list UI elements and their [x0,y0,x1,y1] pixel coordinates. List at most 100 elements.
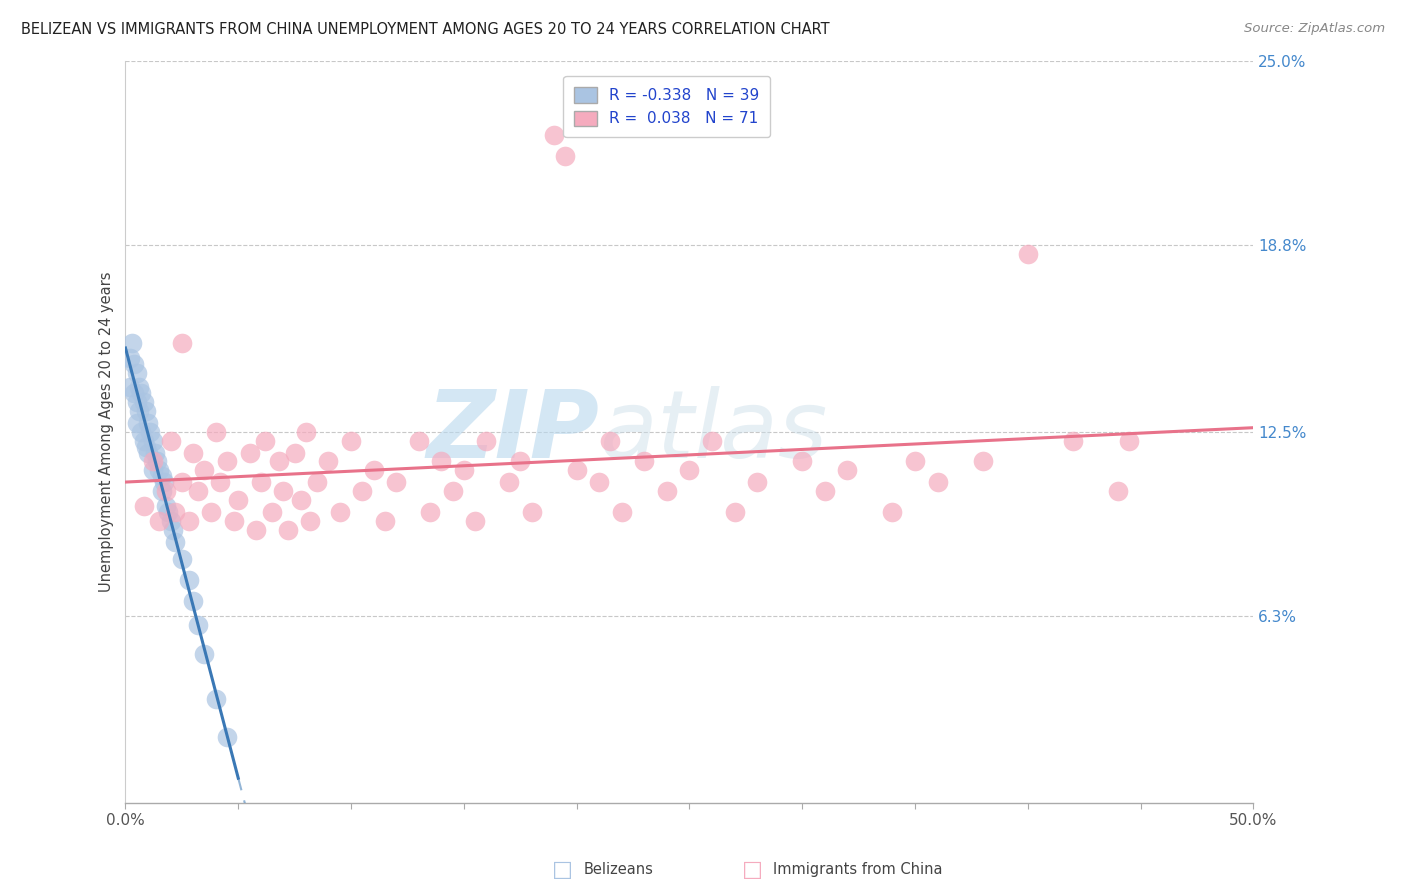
Point [177,514,200,528]
Point [181,445,204,459]
Point [128,404,150,418]
Text: Immigrants from China: Immigrants from China [773,863,943,877]
Point [200,505,222,519]
Point [299,514,322,528]
Text: BELIZEAN VS IMMIGRANTS FROM CHINA UNEMPLOYMENT AMONG AGES 20 TO 24 YEARS CORRELA: BELIZEAN VS IMMIGRANTS FROM CHINA UNEMPL… [21,22,830,37]
Point [633,454,655,468]
Point [170,335,193,350]
Point [238,445,260,459]
Point [318,454,340,468]
Point [124,386,146,401]
Point [498,475,520,490]
Point [118,351,141,365]
Point [135,404,157,418]
Point [419,505,441,519]
Point [129,386,152,401]
Point [159,514,181,528]
Point [290,493,312,508]
Point [209,475,232,490]
Text: ZIP: ZIP [426,386,599,478]
Point [464,514,486,528]
Point [118,380,141,394]
Point [408,434,430,448]
Point [170,552,193,566]
Point [453,463,475,477]
Point [882,505,904,519]
Point [972,454,994,468]
Point [170,475,193,490]
Point [132,434,155,448]
Text: Source: ZipAtlas.com: Source: ZipAtlas.com [1244,22,1385,36]
Point [700,434,723,448]
Point [245,523,267,537]
Point [1062,434,1084,448]
Legend: R = -0.338   N = 39, R =  0.038   N = 71: R = -0.338 N = 39, R = 0.038 N = 71 [564,76,770,137]
Point [352,484,374,499]
Point [284,445,307,459]
Point [441,484,464,499]
Point [543,128,565,143]
Point [141,434,163,448]
Text: Belizeans: Belizeans [583,863,654,877]
Point [187,617,209,632]
Point [1118,434,1140,448]
Point [143,445,166,459]
Point [385,475,408,490]
Point [837,463,859,477]
Point [363,463,385,477]
Point [565,463,588,477]
Point [307,475,329,490]
Point [155,484,177,499]
Point [150,469,173,483]
Point [146,454,169,468]
Point [250,475,273,490]
Point [162,523,184,537]
Point [792,454,814,468]
Point [215,731,238,745]
Point [125,366,148,380]
Point [157,505,180,519]
Point [222,514,245,528]
Point [254,434,277,448]
Point [745,475,768,490]
Point [588,475,610,490]
Point [132,499,155,513]
Point [655,484,678,499]
Point [678,463,700,477]
Point [226,493,249,508]
Point [125,395,148,409]
Point [927,475,949,490]
Point [177,573,200,587]
Point [128,380,150,394]
Point [262,505,284,519]
Text: □: □ [742,860,762,880]
Point [904,454,927,468]
Point [475,434,498,448]
Point [148,463,170,477]
Point [129,425,152,439]
Point [155,499,177,513]
Point [193,463,215,477]
Point [329,505,352,519]
Point [165,505,187,519]
Point [181,594,204,608]
Point [124,357,146,371]
Point [136,445,159,459]
Point [599,434,621,448]
Point [520,505,543,519]
Point [141,463,163,477]
Point [295,425,318,439]
Point [165,534,187,549]
Point [193,647,215,661]
Point [125,416,148,430]
Point [159,434,181,448]
Point [136,416,159,430]
Point [554,149,576,163]
Point [121,335,143,350]
Point [1107,484,1129,499]
Point [374,514,396,528]
Point [204,691,226,706]
Point [814,484,837,499]
Point [277,523,299,537]
Point [204,425,226,439]
